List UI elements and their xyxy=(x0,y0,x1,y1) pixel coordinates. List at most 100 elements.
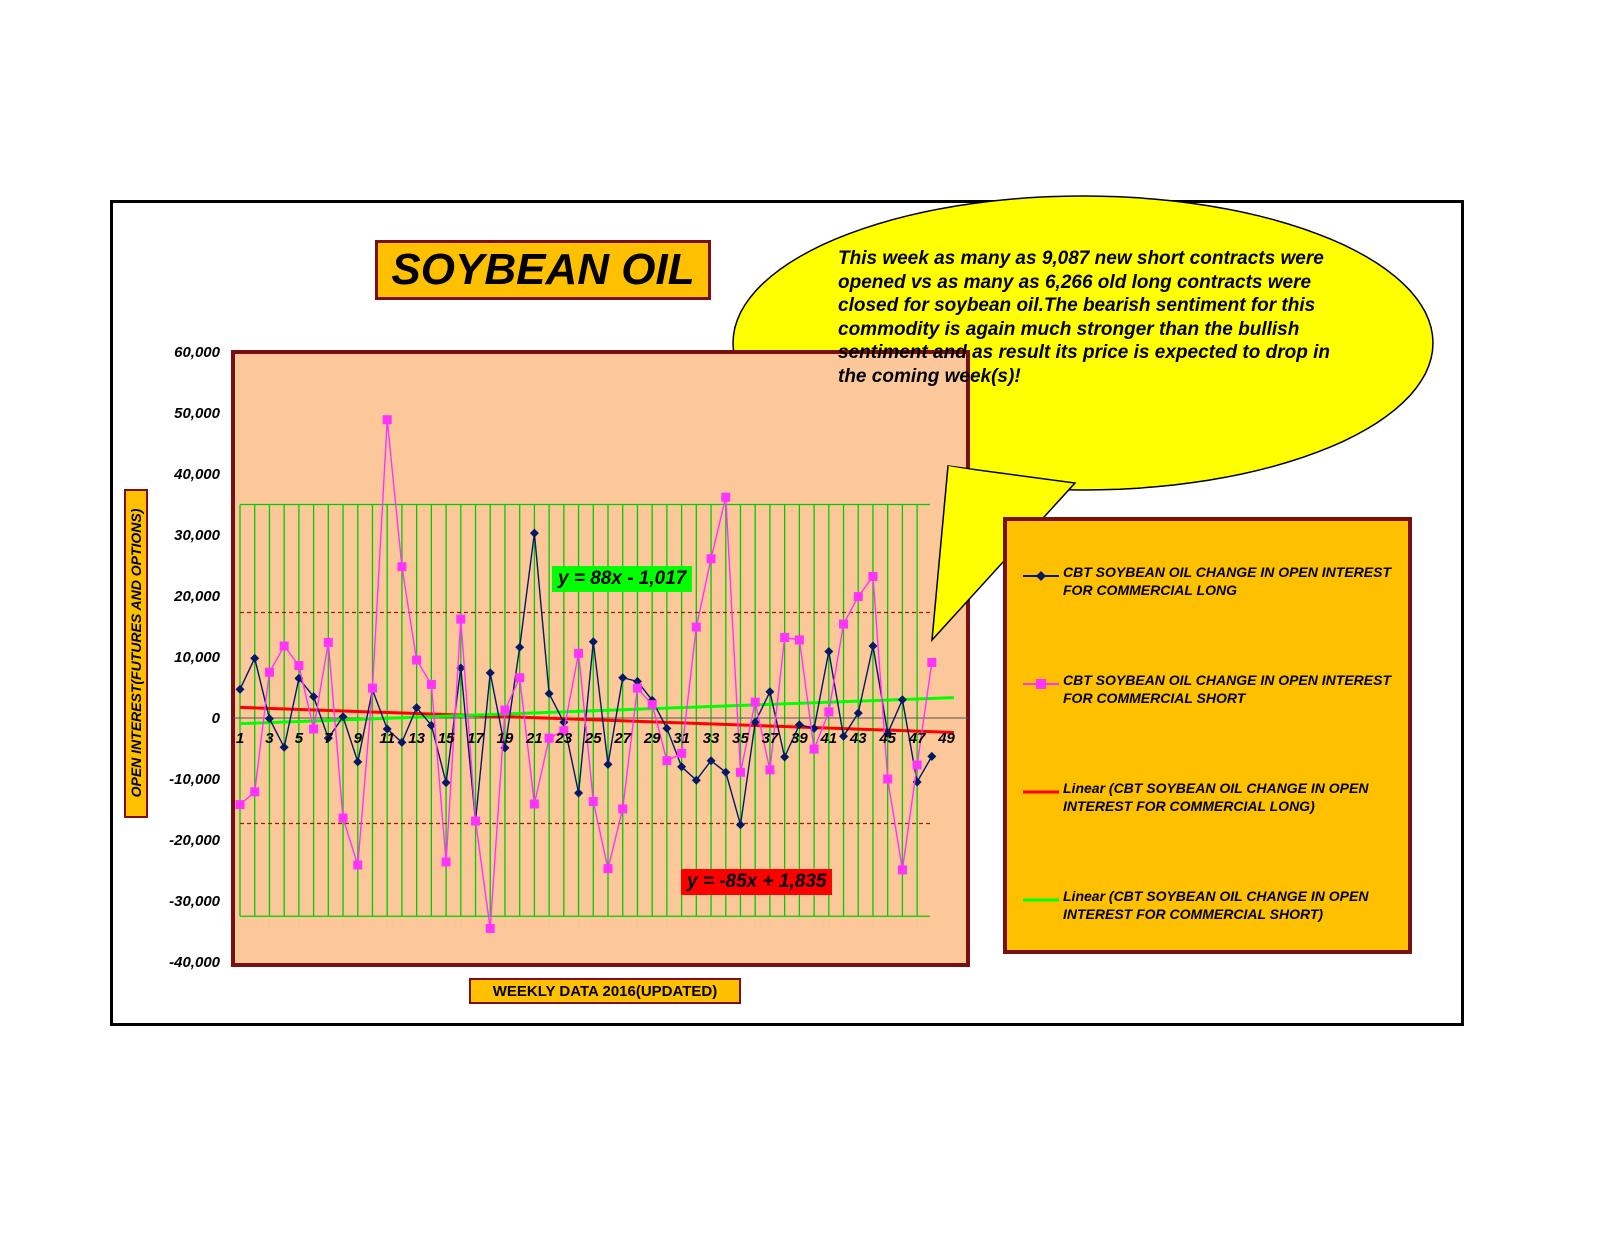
series-short-point xyxy=(721,492,731,502)
series-short-point xyxy=(559,726,569,736)
y-tick-label: -10,000 xyxy=(169,771,221,788)
y-axis: 60,000 50,000 40,000 30,000 20,000 10,000 0 -10… xyxy=(169,344,221,971)
series-long-point xyxy=(338,712,348,722)
series-long-line xyxy=(239,533,933,825)
series-long-point xyxy=(691,775,701,785)
series-long-point xyxy=(824,647,834,657)
series-long-point xyxy=(735,820,745,830)
series-short-point xyxy=(309,724,319,734)
series-short-point xyxy=(780,632,790,642)
series-long-point xyxy=(618,673,628,683)
series-long-point xyxy=(250,653,260,663)
series-long-point xyxy=(441,778,451,788)
y-tick-label: 50,000 xyxy=(174,405,221,422)
plot-area xyxy=(231,350,970,967)
x-tick-label: 27 xyxy=(613,730,631,747)
series-long-point xyxy=(780,752,790,762)
x-tick-label: 3 xyxy=(265,730,274,747)
series-long-point xyxy=(927,751,937,761)
x-tick-label: 13 xyxy=(408,730,425,747)
legend-marker-short xyxy=(1023,679,1059,689)
x-tick-label: 31 xyxy=(673,730,690,747)
legend-label-trend-short: Linear (CBT SOYBEAN OIL CHANGE IN OPEN I… xyxy=(1063,888,1369,922)
series-short-point xyxy=(839,619,849,629)
series-short-point xyxy=(706,554,716,564)
y-tick-label: 10,000 xyxy=(174,649,221,666)
series-short-point xyxy=(735,767,745,777)
y-tick-label: 0 xyxy=(212,710,221,727)
series-short-point xyxy=(529,799,539,809)
x-tick-label: 39 xyxy=(791,730,808,747)
series-short-point xyxy=(235,800,245,810)
series-long-point xyxy=(382,724,392,734)
series-short-point xyxy=(765,765,775,775)
series-short-point xyxy=(544,733,554,743)
y-axis-label: OPEN INTEREST(FUTURES AND OPTIONS) xyxy=(128,508,144,798)
series-short-point xyxy=(515,673,525,683)
series-short-point xyxy=(883,774,893,784)
trend-equation-short: y = 88x - 1,017 xyxy=(552,566,693,592)
series-short-point xyxy=(632,683,642,693)
series-short-point xyxy=(794,635,804,645)
x-tick-label: 49 xyxy=(937,730,955,747)
series-short-point xyxy=(338,813,348,823)
x-tick-label: 41 xyxy=(819,730,837,747)
series-short-point xyxy=(382,415,392,425)
x-tick-label: 5 xyxy=(295,730,304,747)
series-long-point xyxy=(515,642,525,652)
series-short-line xyxy=(239,419,933,929)
series-long-point xyxy=(544,689,554,699)
series-long-point xyxy=(309,692,319,702)
series-long-point xyxy=(750,717,760,727)
series-long-point xyxy=(839,731,849,741)
x-tick-label: 1 xyxy=(236,730,244,747)
legend: CBT SOYBEAN OIL CHANGE IN OPEN INTEREST … xyxy=(1003,517,1412,954)
y-tick-label: 20,000 xyxy=(173,588,221,605)
series-short-point xyxy=(868,571,878,581)
y-tick-label: 40,000 xyxy=(173,466,221,483)
series-long-point xyxy=(235,684,245,694)
x-tick-label: 45 xyxy=(878,730,896,747)
series-long-point xyxy=(603,759,613,769)
series-short-point xyxy=(588,797,598,807)
series-short-point xyxy=(323,637,333,647)
series-short-point xyxy=(647,700,657,710)
series-long-point xyxy=(323,733,333,743)
legend-label-short: CBT SOYBEAN OIL CHANGE IN OPEN INTEREST … xyxy=(1063,672,1391,706)
x-axis-label: WEEKLY DATA 2016(UPDATED) xyxy=(469,978,741,1004)
x-tick-label: 19 xyxy=(497,730,514,747)
y-axis-label-box xyxy=(124,489,148,818)
series-short-point xyxy=(264,667,274,677)
series-long-point xyxy=(677,762,687,772)
series-short-point xyxy=(471,816,481,826)
y-tick-label: -30,000 xyxy=(169,893,221,910)
series-short-point xyxy=(412,655,422,665)
series-long-point xyxy=(574,788,584,798)
series-short-point xyxy=(603,864,613,874)
series-short-point xyxy=(426,679,436,689)
legend-label-long: CBT SOYBEAN OIL CHANGE IN OPEN INTEREST … xyxy=(1063,564,1391,598)
series-short-point xyxy=(294,661,304,671)
x-tick-label: 25 xyxy=(584,730,602,747)
x-tick-label: 9 xyxy=(354,730,363,747)
series-short-point xyxy=(250,787,260,797)
series-short-point xyxy=(456,614,466,624)
legend-marker-long xyxy=(1023,571,1059,581)
y-tick-label: -40,000 xyxy=(169,954,221,971)
series-short-point xyxy=(853,592,863,602)
series-short-point xyxy=(441,857,451,867)
series-short-point xyxy=(897,865,907,875)
series-long-point xyxy=(353,757,363,767)
x-tick-label: 15 xyxy=(438,730,455,747)
series-short-point xyxy=(353,860,363,870)
legend-marker-trend-long xyxy=(1023,790,1059,794)
trend-line-long xyxy=(239,705,954,734)
x-tick-label: 47 xyxy=(908,730,926,747)
callout-text: This week as many as 9,087 new short con… xyxy=(838,248,1331,387)
series-short-point xyxy=(485,923,495,933)
speech-bubble-seam xyxy=(948,466,1071,486)
series-long-point xyxy=(529,528,539,538)
x-tick-label: 43 xyxy=(849,730,867,747)
trend-equation-long: y = -85x + 1,835 xyxy=(681,869,833,895)
